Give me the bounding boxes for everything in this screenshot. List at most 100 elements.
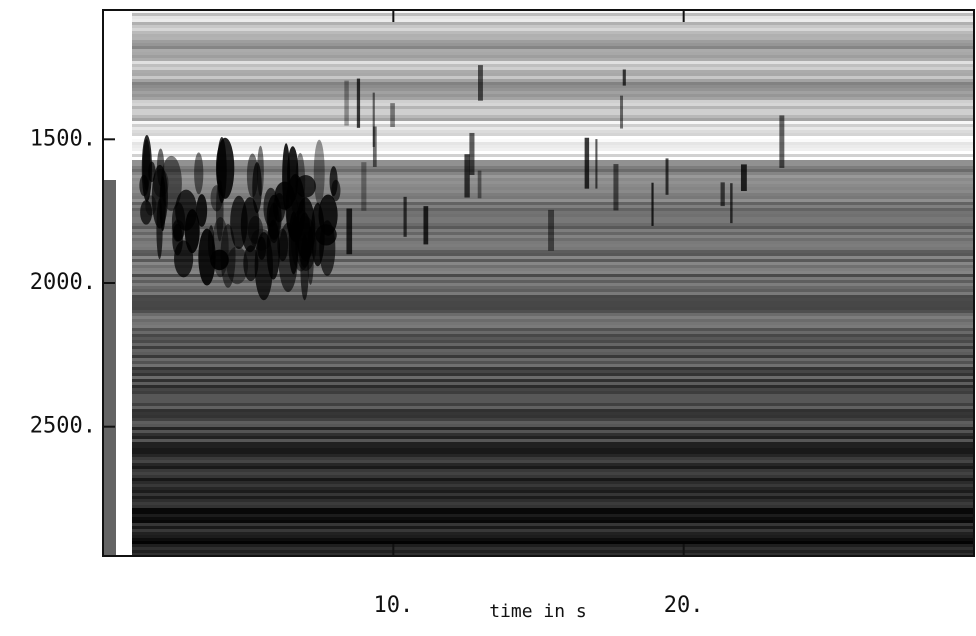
texture-row <box>132 271 974 274</box>
texture-row <box>132 307 974 310</box>
texture-row <box>132 28 974 31</box>
texture-row <box>132 448 974 451</box>
texture-blob <box>196 194 208 227</box>
texture-streak <box>469 132 475 175</box>
texture-blob <box>171 202 186 242</box>
texture-row <box>132 163 974 166</box>
texture-row <box>132 391 974 394</box>
texture-row <box>132 277 974 280</box>
texture-row <box>132 553 974 556</box>
texture-row <box>132 25 974 28</box>
texture-streak <box>390 103 395 128</box>
texture-row <box>132 364 974 367</box>
texture-row <box>132 550 974 553</box>
texture-row <box>132 40 974 43</box>
texture-row <box>132 274 974 277</box>
texture-row <box>132 331 974 334</box>
texture-row <box>132 259 974 262</box>
texture-row <box>132 484 974 487</box>
texture-row <box>132 322 974 325</box>
texture-row <box>132 280 974 283</box>
texture-row <box>132 526 974 529</box>
texture-row <box>132 349 974 352</box>
texture-row <box>132 406 974 409</box>
texture-row <box>132 187 974 190</box>
texture-row <box>132 256 974 259</box>
texture-row <box>132 508 974 511</box>
texture-row <box>132 511 974 514</box>
texture-row <box>132 415 974 418</box>
y-tick-label: 2000. <box>30 270 96 295</box>
texture-row <box>132 145 974 148</box>
texture-row <box>132 286 974 289</box>
texture-row <box>132 142 974 145</box>
texture-row <box>132 250 974 253</box>
texture-row <box>132 184 974 187</box>
texture-row <box>132 478 974 481</box>
texture-row <box>132 400 974 403</box>
texture-row <box>132 538 974 541</box>
texture-blob <box>174 240 194 278</box>
texture-row <box>132 385 974 388</box>
texture-streak <box>595 139 598 189</box>
texture-blob <box>198 228 216 286</box>
texture-streak <box>464 154 470 198</box>
texture-row <box>132 412 974 415</box>
texture-row <box>132 334 974 337</box>
texture-row <box>132 43 974 46</box>
texture-streak <box>651 182 654 226</box>
texture-row <box>132 205 974 208</box>
texture-row <box>132 535 974 538</box>
texture-row <box>132 58 974 61</box>
texture-blob <box>266 219 281 280</box>
texture-row <box>132 208 974 211</box>
texture-blob <box>151 164 168 229</box>
texture-blob <box>295 197 316 261</box>
x-axis-label: time in s <box>489 601 587 622</box>
texture-row <box>132 376 974 379</box>
texture-row <box>132 295 974 298</box>
texture-row <box>132 544 974 547</box>
texture-row <box>132 118 974 121</box>
texture-row <box>132 136 974 139</box>
texture-streak <box>720 182 725 207</box>
texture-row <box>132 37 974 40</box>
texture-row <box>132 202 974 205</box>
texture-row <box>132 31 974 34</box>
texture-row <box>132 436 974 439</box>
texture-row <box>132 115 974 118</box>
texture-row <box>132 319 974 322</box>
texture-blob <box>263 187 279 228</box>
texture-row <box>132 268 974 271</box>
texture-blob <box>286 194 299 240</box>
texture-row <box>132 445 974 448</box>
texture-row <box>132 439 974 442</box>
texture-row <box>132 88 974 91</box>
texture-streak <box>613 164 619 211</box>
texture-streak <box>372 92 375 147</box>
texture-streak <box>346 208 353 255</box>
texture-row <box>132 370 974 373</box>
texture-streak <box>477 170 482 199</box>
texture-row <box>132 352 974 355</box>
texture-row <box>132 22 974 25</box>
texture-streak <box>665 158 669 195</box>
texture-row <box>132 301 974 304</box>
texture-row <box>132 430 974 433</box>
texture-row <box>132 160 974 163</box>
texture-row <box>132 421 974 424</box>
texture-row <box>132 292 974 295</box>
texture-streak <box>356 78 361 128</box>
texture-row <box>132 433 974 436</box>
texture-streak <box>361 162 367 211</box>
texture-row <box>132 409 974 412</box>
texture-row <box>132 91 974 94</box>
texture-row <box>132 13 974 16</box>
texture-row <box>132 313 974 316</box>
texture-streak <box>740 164 747 192</box>
texture-row <box>132 76 974 79</box>
texture-row <box>132 361 974 364</box>
texture-row <box>132 283 974 286</box>
texture-row <box>132 502 974 505</box>
x-tick-label: 10. <box>373 593 413 618</box>
